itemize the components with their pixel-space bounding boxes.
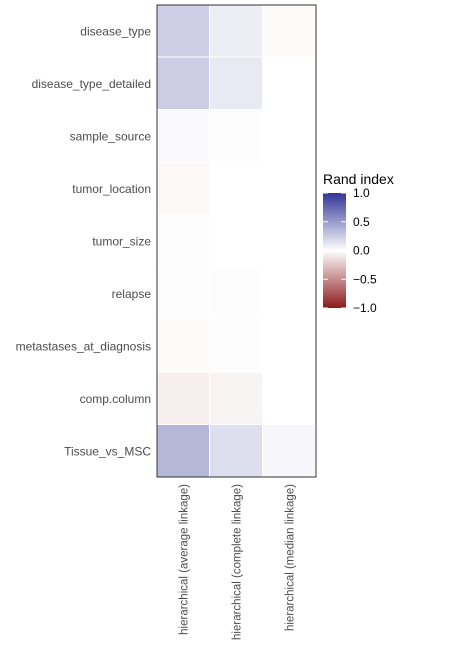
legend-ticks: 1.0 0.5 0.0 −0.5 −1.0 — [323, 186, 377, 315]
legend: Rand index 1.0 0.5 0.0 −0.5 −1.0 — [323, 171, 394, 315]
heatmap-cell — [263, 5, 315, 57]
heatmap-cell — [157, 5, 209, 57]
column-labels: hierarchical (average linkage) hierarchic… — [179, 484, 297, 640]
legend-tick-label: −1.0 — [353, 301, 377, 315]
legend-colorbar — [323, 193, 346, 308]
row-label: tumor_location — [72, 182, 151, 196]
heatmap-cell — [210, 57, 262, 109]
heatmap-cell — [263, 320, 315, 372]
heatmap-cell — [263, 267, 315, 319]
heatmap-cell — [263, 425, 315, 477]
row-label: relapse — [112, 287, 152, 301]
column-label: hierarchical (complete linkage) — [232, 484, 244, 640]
heatmap-cell — [210, 5, 262, 57]
row-label: disease_type — [80, 24, 151, 38]
heatmap-cell — [210, 215, 262, 267]
row-label: Tissue_vs_MSC — [64, 444, 151, 458]
heatmap-cell — [210, 372, 262, 424]
legend-tick-label: 1.0 — [353, 186, 370, 200]
legend-title: Rand index — [323, 171, 394, 187]
heatmap-cell — [157, 267, 209, 319]
heatmap-cells — [157, 5, 315, 477]
heatmap-cell — [263, 57, 315, 109]
row-labels: disease_type disease_type_detailed sample_… — [16, 24, 152, 458]
heatmap-cell — [263, 162, 315, 214]
heatmap-cell — [157, 215, 209, 267]
heatmap-cell — [157, 372, 209, 424]
heatmap-cell — [210, 267, 262, 319]
heatmap-cell — [210, 110, 262, 162]
row-label: metastases_at_diagnosis — [16, 339, 151, 353]
heatmap-cell — [157, 320, 209, 372]
row-label: tumor_size — [92, 234, 151, 248]
row-label: sample_source — [70, 129, 152, 143]
heatmap-cell — [210, 162, 262, 214]
row-label: disease_type_detailed — [32, 77, 151, 91]
legend-tick-label: 0.5 — [353, 215, 370, 229]
heatmap-cell — [157, 162, 209, 214]
heatmap-cell — [263, 110, 315, 162]
heatmap-cell — [263, 372, 315, 424]
heatmap-cell — [157, 425, 209, 477]
heatmap-cell — [210, 425, 262, 477]
heatmap-cell — [263, 215, 315, 267]
column-label: hierarchical (median linkage) — [285, 484, 297, 631]
row-label: comp.column — [80, 392, 151, 406]
legend-tick-label: 0.0 — [353, 244, 370, 258]
heatmap-cell — [210, 320, 262, 372]
heatmap-cell — [157, 57, 209, 109]
legend-tick-label: −0.5 — [353, 272, 377, 286]
heatmap-cell — [157, 110, 209, 162]
panel-border — [156, 4, 317, 478]
column-label: hierarchical (average linkage) — [179, 484, 191, 635]
